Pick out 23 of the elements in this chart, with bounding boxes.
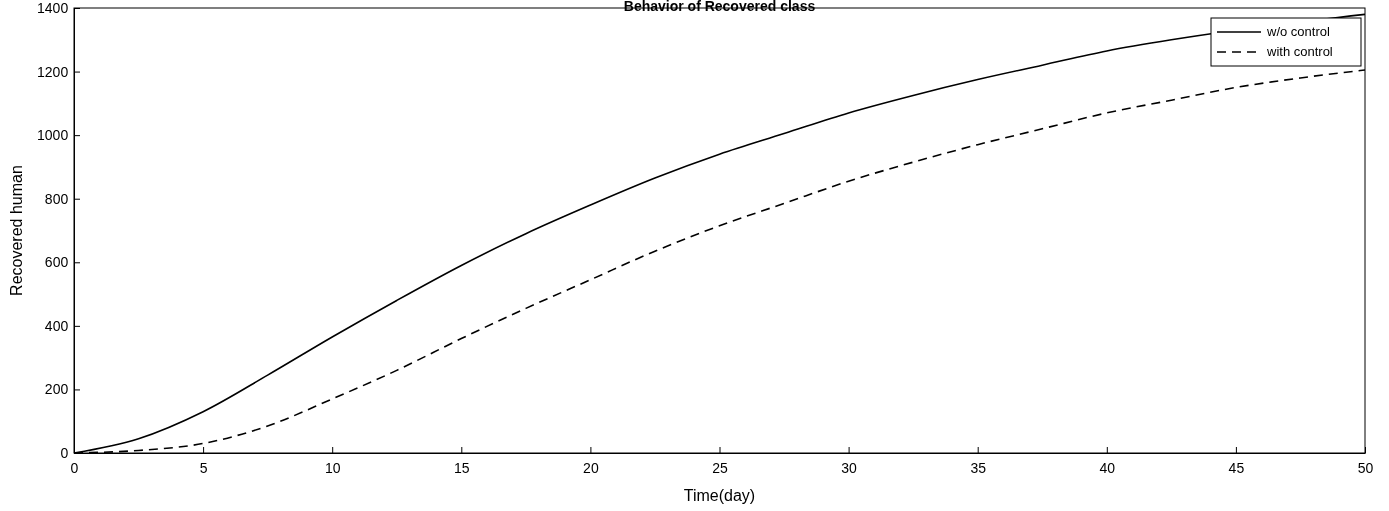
x-tick-label: 35 [970,459,987,476]
legend-label: w/o control [1266,24,1330,39]
legend-label: with control [1266,44,1333,59]
x-tick-label: 30 [841,459,858,476]
x-tick-label: 5 [199,459,208,476]
y-tick-label: 1200 [37,63,69,80]
y-tick-label: 1400 [37,0,69,16]
y-tick-label: 0 [60,444,69,461]
x-axis-title: Time(day) [683,487,756,504]
y-tick-label: 1000 [37,127,69,144]
y-axis-title: Recovered human [8,165,25,296]
chart-title: Behavior of Recovered class [623,0,816,14]
x-tick-label: 20 [583,459,599,476]
x-tick-label: 45 [1228,459,1245,476]
y-tick-label: 800 [44,190,69,207]
y-tick-label: 200 [44,381,69,398]
x-tick-label: 50 [1357,459,1374,476]
x-tick-label: 15 [454,459,470,476]
x-tick-label: 25 [712,459,728,476]
y-tick-label: 600 [44,254,69,271]
y-tick-label: 400 [44,317,69,334]
x-tick-label: 40 [1099,459,1116,476]
x-tick-label: 10 [324,459,341,476]
